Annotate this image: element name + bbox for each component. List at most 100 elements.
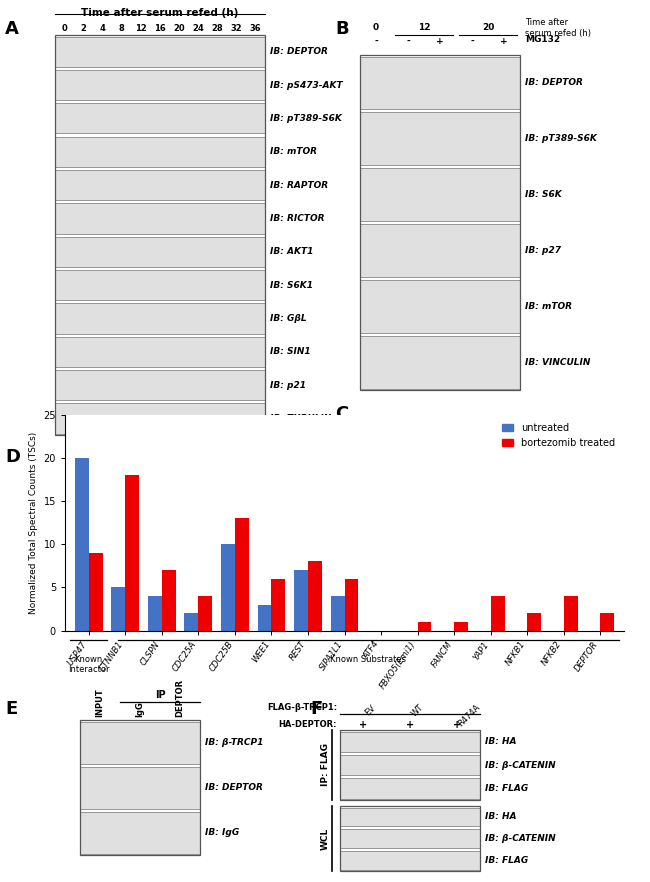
Text: 4: 4 [556,468,564,478]
Bar [55,103,265,133]
Bar [360,280,520,333]
Bar [344,579,358,631]
Bar [340,730,480,800]
Legend: untreated, bortezomib treated: untreated, bortezomib treated [498,420,619,452]
Bar [235,519,249,631]
Text: IB: pT389-S6K: IB: pT389-S6K [270,114,342,123]
Bar [80,720,200,855]
Bar [272,579,285,631]
Text: IB: S6K: IB: S6K [525,191,562,199]
Bar [600,613,614,631]
Bar [360,168,520,221]
Text: IB: HA: IB: HA [485,812,517,821]
Text: E: E [5,700,18,718]
Text: -: - [406,37,410,46]
Text: IB: RAPTOR: IB: RAPTOR [270,181,328,190]
Bar [340,778,480,798]
Text: HA-DEPTOR:: HA-DEPTOR: [278,720,337,729]
Text: IB: FLAG: IB: FLAG [485,784,528,793]
Bar [454,622,468,631]
Text: WCL: WCL [321,827,330,849]
Text: FLAG-β-TRCP1:: FLAG-β-TRCP1: [267,703,337,712]
Bar [221,544,235,631]
Bar [55,170,265,200]
Bar [360,112,520,165]
Text: D: D [5,448,20,466]
Text: 20: 20 [482,23,494,32]
Bar [148,596,162,631]
Y-axis label: Normalized Total Spectral Counts (TSCs): Normalized Total Spectral Counts (TSCs) [29,431,38,614]
Bar [527,613,541,631]
Text: 40: 40 [552,451,567,461]
Bar [360,336,520,388]
Text: IB: IgG: IB: IgG [205,828,239,837]
Bar [340,829,480,848]
Bar [340,731,480,751]
Text: DEPTOR: DEPTOR [176,679,185,717]
Bar [257,605,272,631]
Bar [417,622,432,631]
Bar [55,236,265,267]
Text: DEPTOR: DEPTOR [396,433,444,443]
Text: +: + [406,720,414,730]
Text: IB: p27: IB: p27 [525,246,561,255]
Text: +: + [452,720,461,730]
Text: A: A [5,20,19,38]
Text: 192: 192 [549,433,572,443]
Text: IB: p21: IB: p21 [270,380,306,390]
Text: -: - [374,37,378,46]
Text: IB: mTOR: IB: mTOR [270,147,317,156]
Bar [55,403,265,433]
Text: WT: WT [410,703,426,719]
Text: 20: 20 [174,24,185,33]
Text: +: + [500,37,508,46]
Text: 8: 8 [119,24,125,33]
Bar [340,806,480,871]
Bar [125,475,139,631]
Text: mLST8: mLST8 [400,468,440,478]
Bar [55,303,265,333]
Text: 28: 28 [211,24,223,33]
Text: Known Substrates: Known Substrates [330,655,406,664]
Bar [360,224,520,277]
Bar [564,596,578,631]
Ellipse shape [363,443,478,469]
Text: Time after serum refed (h): Time after serum refed (h) [81,8,239,18]
Text: IgG: IgG [135,701,144,717]
Text: IB: S6K1: IB: S6K1 [270,280,313,289]
Text: 12: 12 [135,24,147,33]
Bar [162,570,176,631]
Text: IB: mTOR: IB: mTOR [525,302,572,310]
Text: IB: β-CATENIN: IB: β-CATENIN [485,834,556,843]
Ellipse shape [363,490,478,516]
Text: +: + [436,37,444,46]
Text: TSCs: TSCs [545,415,575,425]
Bar [55,36,265,67]
Text: 24: 24 [192,24,204,33]
Text: IB: DEPTOR: IB: DEPTOR [270,47,328,56]
Text: 0: 0 [62,24,68,33]
Bar [80,766,200,809]
Bar [55,35,265,435]
Text: MG132: MG132 [525,35,560,44]
Text: B: B [335,20,348,38]
Bar [89,553,103,631]
Bar [185,613,198,631]
Text: β-TRCP2: β-TRCP2 [396,498,444,508]
Text: +: + [359,720,367,730]
Bar [340,755,480,775]
Text: 1: 1 [556,498,564,508]
Bar [55,203,265,234]
Text: 32: 32 [231,24,242,33]
Text: 12: 12 [418,23,430,32]
Text: 36: 36 [250,24,261,33]
Bar [55,337,265,367]
Bar [360,56,520,109]
Text: 2: 2 [81,24,86,33]
Ellipse shape [363,460,478,486]
Text: IB: TUBULIN: IB: TUBULIN [270,414,331,422]
Text: IB: pT389-S6K: IB: pT389-S6K [525,134,597,143]
Text: Time after
serum refed (h): Time after serum refed (h) [525,18,591,38]
Text: IB: β-TRCP1: IB: β-TRCP1 [205,738,263,747]
Text: IP: FLAG: IP: FLAG [321,744,330,787]
